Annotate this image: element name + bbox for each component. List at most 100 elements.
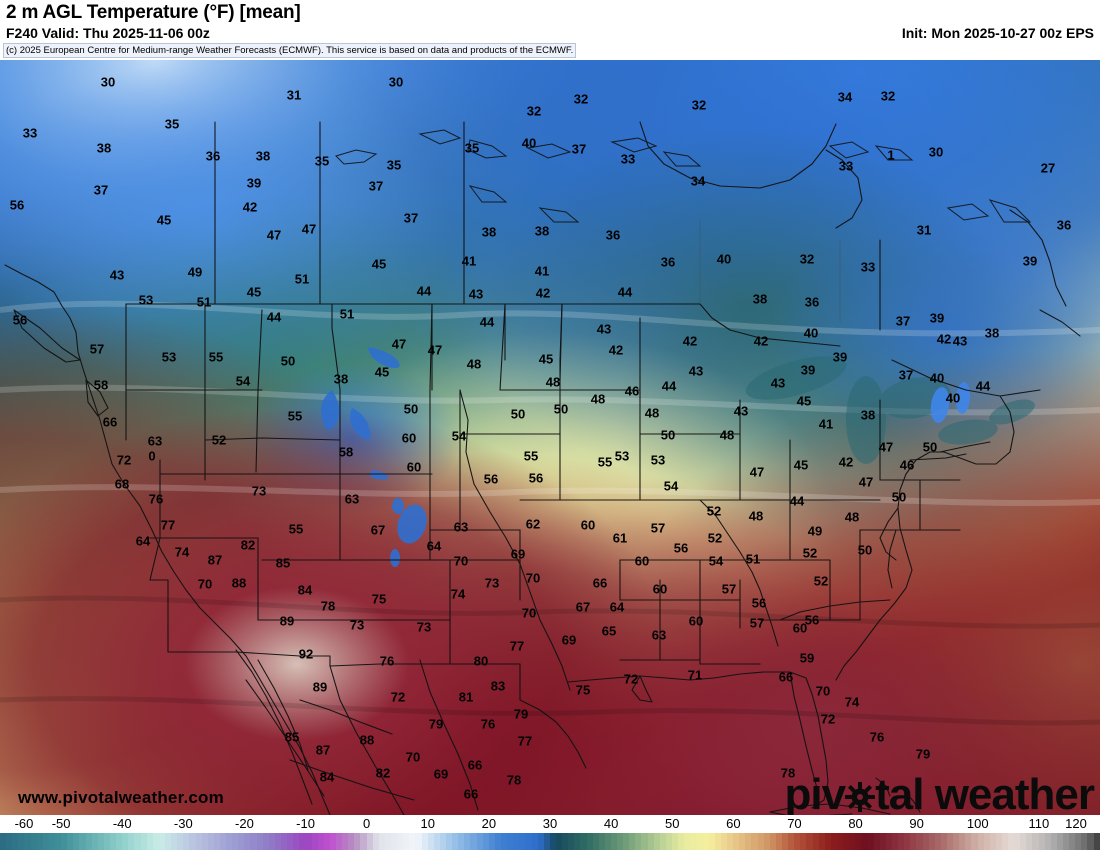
colorbar-cell xyxy=(177,833,184,850)
colorbar-cell xyxy=(714,833,721,850)
colorbar-cell xyxy=(73,833,80,850)
colorbar-tick: 20 xyxy=(481,816,497,831)
colorbar-cell xyxy=(610,833,618,850)
copyright-notice: (c) 2025 European Centre for Medium-rang… xyxy=(3,43,577,58)
colorbar-cell xyxy=(696,833,703,850)
valid-time-label: F240 Valid: Thu 2025-11-06 00z xyxy=(6,25,210,41)
colorbar-cell xyxy=(494,833,501,850)
colorbar-cell xyxy=(830,833,837,850)
colorbar-tick: 110 xyxy=(1028,816,1050,831)
colorbar-cell xyxy=(213,833,220,850)
colorbar-cell xyxy=(1056,833,1064,850)
colorbar-cell xyxy=(647,833,654,850)
colorbar-cell xyxy=(195,833,202,850)
colorbar-cell xyxy=(684,833,691,850)
colorbar-cell xyxy=(250,833,257,850)
site-watermark: www.pivotalweather.com xyxy=(18,788,224,807)
colorbar-cell xyxy=(391,833,398,850)
colorbar-cell xyxy=(470,833,477,850)
colorbar-cell xyxy=(183,833,190,850)
colorbar-tick: 120 xyxy=(1065,816,1087,831)
colorbar-cell xyxy=(293,833,300,850)
colorbar-tick: 50 xyxy=(664,816,680,831)
colorbar-cell xyxy=(1069,833,1076,850)
colorbar-cell xyxy=(806,833,813,850)
colorbar-cell xyxy=(519,833,526,850)
colorbar-cell xyxy=(898,833,905,850)
colorbar-tick: -30 xyxy=(173,816,193,831)
colorbar-cell xyxy=(916,833,923,850)
colorbar-cell xyxy=(617,833,624,850)
colorbar-cell xyxy=(922,833,929,850)
colorbar-cell xyxy=(1032,833,1039,850)
colorbar-cell xyxy=(85,833,92,850)
colorbar-cell xyxy=(855,833,862,850)
colorbar-tick: 80 xyxy=(848,816,863,831)
colorbar-cell xyxy=(409,833,416,850)
colorbar-cell xyxy=(708,833,715,850)
colorbar-cell xyxy=(1050,833,1057,850)
colorbar-cell xyxy=(782,833,789,850)
map-header: 2 m AGL Temperature (°F) [mean] F240 Val… xyxy=(0,0,1100,60)
colorbar-cell xyxy=(36,833,43,850)
colorbar-cell xyxy=(861,833,868,850)
colorbar-cell xyxy=(1008,833,1015,850)
colorbar-cell xyxy=(763,833,770,850)
colorbar-cell xyxy=(836,833,844,850)
colorbar-cell xyxy=(702,833,709,850)
colorbar-cell xyxy=(574,833,581,850)
colorbar-cell xyxy=(959,833,966,850)
colorbar-tick: -40 xyxy=(112,816,132,831)
colorbar-cell xyxy=(207,833,214,850)
colorbar-cell xyxy=(238,833,245,850)
colorbar-cell xyxy=(12,833,19,850)
colorbar-cell xyxy=(794,833,801,850)
colorbar-cell xyxy=(366,833,373,850)
colorbar-cell xyxy=(513,833,520,850)
colorbar-cell xyxy=(623,833,630,850)
colorbar-cell xyxy=(134,833,141,850)
colorbar-cell xyxy=(904,833,911,850)
colorbar-cell xyxy=(818,833,825,850)
colorbar-cell xyxy=(1044,833,1051,850)
colorbar-cell xyxy=(299,833,306,850)
colorbar-cell xyxy=(354,833,361,850)
colorbar-cell xyxy=(940,833,947,850)
colorbar-cell xyxy=(323,833,330,850)
colorbar-cell xyxy=(843,833,850,850)
colorbar-cell xyxy=(525,833,532,850)
colorbar-cell xyxy=(555,833,563,850)
colorbar-cell xyxy=(348,833,355,850)
colorbar-legend[interactable]: -60 -50 -40 -30 -20 -10 0 10 20 30 40 50 60 70 80 90 100… xyxy=(0,815,1100,850)
map-canvas[interactable]: 30 31 30 32 32 32 34 32 33 35 33 30 27 38 36 38 35 35 35 40… xyxy=(0,60,1100,815)
colorbar-cell xyxy=(226,833,233,850)
colorbar-cell xyxy=(1093,833,1100,850)
colorbar-cell xyxy=(244,833,251,850)
colorbar-cell xyxy=(458,833,465,850)
colorbar-cell xyxy=(989,833,996,850)
colorbar-cell xyxy=(727,833,734,850)
colorbar-cell xyxy=(1020,833,1027,850)
colorbar-cell xyxy=(934,833,941,850)
colorbar-cell xyxy=(158,833,165,850)
colorbar-cell xyxy=(549,833,556,850)
colorbar-cell xyxy=(305,833,312,850)
colorbar-cell xyxy=(1087,833,1094,850)
colorbar-tick: -10 xyxy=(296,816,315,831)
colorbar-cell xyxy=(885,833,892,850)
colorbar-gradient xyxy=(0,833,1100,850)
colorbar-cell xyxy=(48,833,55,850)
colorbar-cell xyxy=(30,833,37,850)
colorbar-cell xyxy=(672,833,679,850)
colorbar-cell xyxy=(397,833,404,850)
colorbar-cell xyxy=(256,833,263,850)
colorbar-cell xyxy=(867,833,874,850)
colorbar-cell xyxy=(274,833,282,850)
colorbar-cell xyxy=(592,833,599,850)
colorbar-tick: 70 xyxy=(787,816,802,831)
colorbar-cell xyxy=(6,833,13,850)
colorbar-cell xyxy=(116,833,123,850)
colorbar-cell xyxy=(928,833,935,850)
colorbar-tick: 100 xyxy=(966,816,989,831)
colorbar-tick: 40 xyxy=(603,816,619,831)
